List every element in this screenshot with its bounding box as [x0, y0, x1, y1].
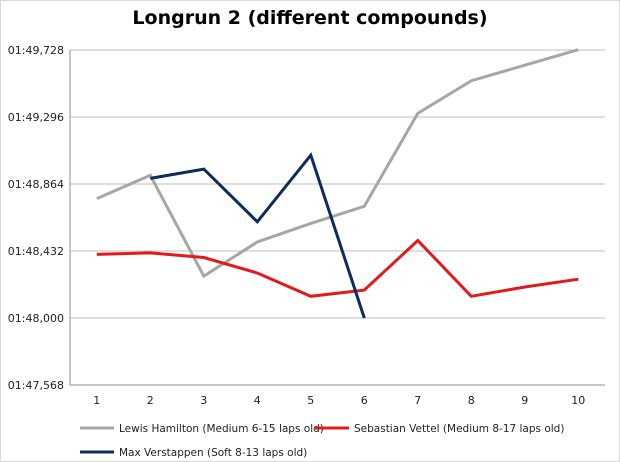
series-line-2 [96, 238, 579, 298]
x-tick-label-2: 2 [147, 394, 154, 407]
series-line-3 [150, 152, 366, 319]
axes [69, 50, 605, 386]
y-tick-label-0: 01:47,568 [8, 379, 64, 392]
x-tick-label-8: 8 [468, 394, 475, 407]
legend-label-1: Lewis Hamilton (Medium 6-15 laps old) [119, 423, 324, 435]
y-tick-label-4: 01:49,296 [8, 111, 64, 124]
y-tick-label-2: 01:48,432 [8, 245, 64, 258]
y-axis-tick-labels: 01:47,568 01:48,000 01:48,432 01:48,864 01:4… [8, 44, 64, 392]
series-lines [96, 48, 579, 319]
chart-title: Longrun 2 (different compounds) [132, 7, 487, 29]
x-tick-label-1: 1 [93, 394, 100, 407]
x-tick-label-4: 4 [254, 394, 261, 407]
y-tick-label-5: 01:49,728 [8, 44, 64, 57]
legend: Lewis Hamilton (Medium 6-15 laps old) Seb… [80, 423, 564, 459]
series-line-1 [96, 48, 579, 279]
x-tick-label-3: 3 [200, 394, 207, 407]
x-tick-label-5: 5 [307, 394, 314, 407]
legend-label-2: Sebastian Vettel (Medium 8-17 laps old) [354, 423, 564, 435]
x-tick-label-7: 7 [414, 394, 421, 407]
x-tick-label-9: 9 [521, 394, 528, 407]
x-axis-tick-labels: 1 2 3 4 5 6 7 8 9 10 [93, 394, 585, 407]
x-tick-label-10: 10 [571, 394, 585, 407]
legend-label-3: Max Verstappen (Soft 8-13 laps old) [119, 447, 307, 459]
x-tick-label-6: 6 [361, 394, 368, 407]
y-tick-label-1: 01:48,000 [8, 312, 64, 325]
y-tick-label-3: 01:48,864 [8, 178, 64, 191]
gridlines [70, 49, 605, 319]
